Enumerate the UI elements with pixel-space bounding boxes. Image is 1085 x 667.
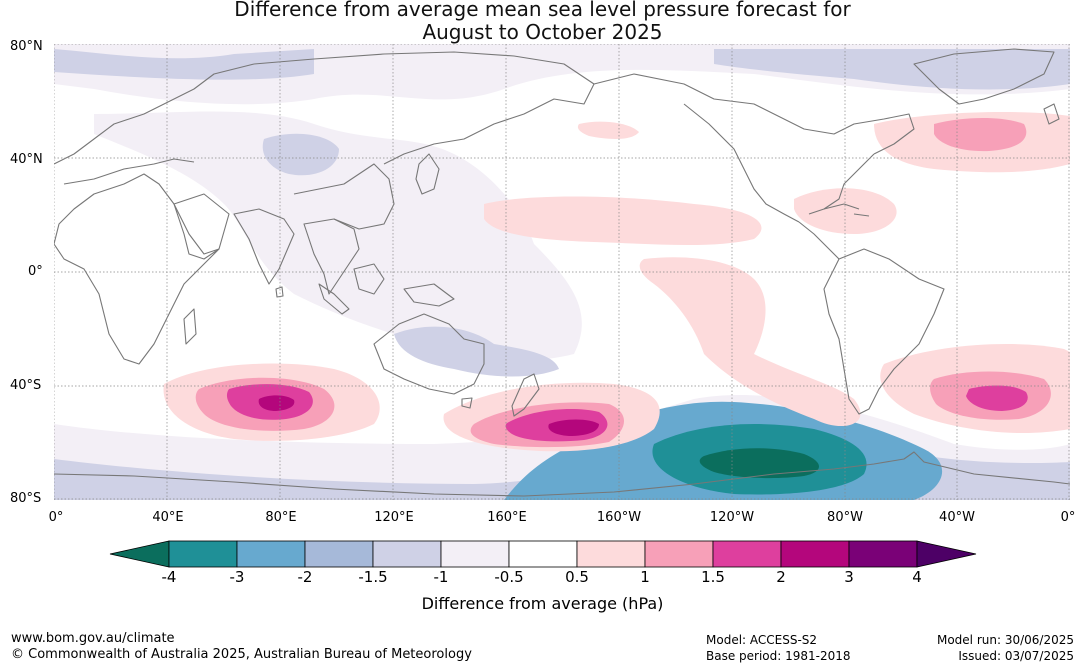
positive-anomaly-south-indian-peak — [258, 395, 295, 411]
footer-issued: Issued: 03/07/2025 — [958, 649, 1074, 663]
coastlines — [54, 48, 1070, 497]
lon-label-80w: 80°W — [827, 510, 863, 525]
negative-anomaly-arctic-core — [54, 49, 314, 80]
colorbar-box — [712, 540, 782, 568]
positive-anomaly-north-pacific — [484, 196, 762, 246]
lon-label-0-right: 0° — [1060, 510, 1076, 525]
footer-website: www.bom.gov.au/climate — [11, 631, 175, 646]
colorbar-boxes — [168, 540, 918, 568]
negative-anomaly-asia-indian — [94, 111, 582, 361]
coast-alaska-canada — [593, 73, 915, 155]
graticule — [54, 44, 1070, 500]
coast-mediterranean — [63, 158, 195, 185]
colorbar-tick: 3 — [844, 568, 854, 586]
colorbar-box — [372, 540, 442, 568]
coast-uk — [1043, 103, 1060, 125]
colorbar-box — [576, 540, 646, 568]
colorbar-box — [236, 540, 306, 568]
coast-china — [293, 163, 395, 230]
lon-label-120e: 120°E — [374, 510, 414, 525]
coast-new-zealand — [511, 373, 540, 417]
colorbar-extend-min — [109, 540, 170, 568]
lon-label-40w: 40°W — [939, 510, 975, 525]
footer-model-run: Model run: 30/06/2025 — [936, 633, 1074, 647]
negative-anomaly-amundsen-core — [699, 448, 819, 479]
colorbar-tick: -1.5 — [358, 568, 388, 586]
lon-label-160w: 160°W — [596, 510, 642, 525]
map-title-line2: August to October 2025 — [422, 20, 663, 44]
positive-anomaly-east-pacific — [639, 257, 861, 427]
colorbar-tick: 2 — [776, 568, 786, 586]
coast-australia — [373, 313, 485, 395]
lon-label-40e: 40°E — [152, 510, 184, 525]
lon-label-0-left: 0° — [48, 510, 64, 525]
colorbar-label: Difference from average (hPa) — [421, 594, 664, 613]
colorbar-box — [644, 540, 714, 568]
colorbar-box — [440, 540, 510, 568]
colorbar-tick: 0.5 — [565, 568, 589, 586]
lon-label-120w: 120°W — [709, 510, 755, 525]
colorbar-box — [168, 540, 238, 568]
positive-anomaly-south-atlantic-core — [966, 385, 1028, 411]
coast-greenland — [913, 48, 1055, 105]
lat-label-40s: 40°S — [10, 378, 42, 393]
coast-new-guinea — [403, 283, 455, 307]
coast-north-america-west — [683, 103, 800, 223]
coast-sumatra — [318, 283, 350, 315]
coast-siberia — [253, 51, 595, 165]
lat-label-80s: 80°S — [10, 491, 42, 506]
coast-se-asia — [303, 218, 360, 295]
coast-madagascar — [183, 308, 197, 345]
footer-model: Model: ACCESS-S2 — [706, 633, 818, 647]
lon-label-160e: 160°E — [487, 510, 527, 525]
coast-antarctica — [54, 451, 1070, 497]
lon-label-80e: 80°E — [265, 510, 297, 525]
colorbar-tick: -2 — [297, 568, 313, 586]
coast-tasmania — [461, 397, 473, 409]
colorbar-tick: -3 — [229, 568, 245, 586]
colorbar-tick: 1 — [640, 568, 650, 586]
coast-caribbean — [823, 203, 870, 217]
colorbar-tick: 1.5 — [701, 568, 725, 586]
coast-sri-lanka — [275, 286, 284, 298]
positive-anomaly-japan — [577, 121, 639, 139]
positive-anomaly-caribbean — [794, 188, 897, 234]
footer-base-period: Base period: 1981-2018 — [706, 649, 851, 663]
coast-borneo — [353, 263, 385, 295]
lat-label-80n: 80°N — [10, 39, 43, 54]
colorbar-box — [848, 540, 918, 568]
negative-anomaly-australia — [394, 326, 559, 377]
colorbar-extend-max — [916, 540, 977, 568]
colorbar-tick: 4 — [912, 568, 922, 586]
colorbar-box — [508, 540, 578, 568]
colorbar-box — [780, 540, 850, 568]
negative-anomaly-canada — [714, 49, 1070, 90]
coast-north-america-east — [808, 153, 875, 215]
coast-japan — [415, 153, 440, 195]
anomaly-fields — [54, 44, 1070, 500]
pressure-anomaly-map — [54, 44, 1070, 500]
coast-europe-north — [54, 63, 255, 165]
footer-copyright: © Commonwealth of Australia 2025, Austra… — [11, 647, 472, 662]
colorbar-tick: -1 — [433, 568, 449, 586]
colorbar-tick: -0.5 — [494, 568, 524, 586]
coast-arabia — [173, 193, 230, 255]
colorbar-box — [304, 540, 374, 568]
colorbar-tick: -4 — [161, 568, 177, 586]
coast-africa-europe — [54, 173, 220, 365]
map-title-line1: Difference from average mean sea level p… — [234, 0, 851, 21]
lat-label-0: 0° — [28, 264, 43, 279]
coast-india — [233, 208, 295, 285]
coast-central-america — [798, 221, 840, 260]
negative-anomaly-tibet — [262, 133, 339, 176]
positive-anomaly-south-pacific-peak — [548, 419, 599, 436]
lat-label-40n: 40°N — [10, 152, 43, 167]
